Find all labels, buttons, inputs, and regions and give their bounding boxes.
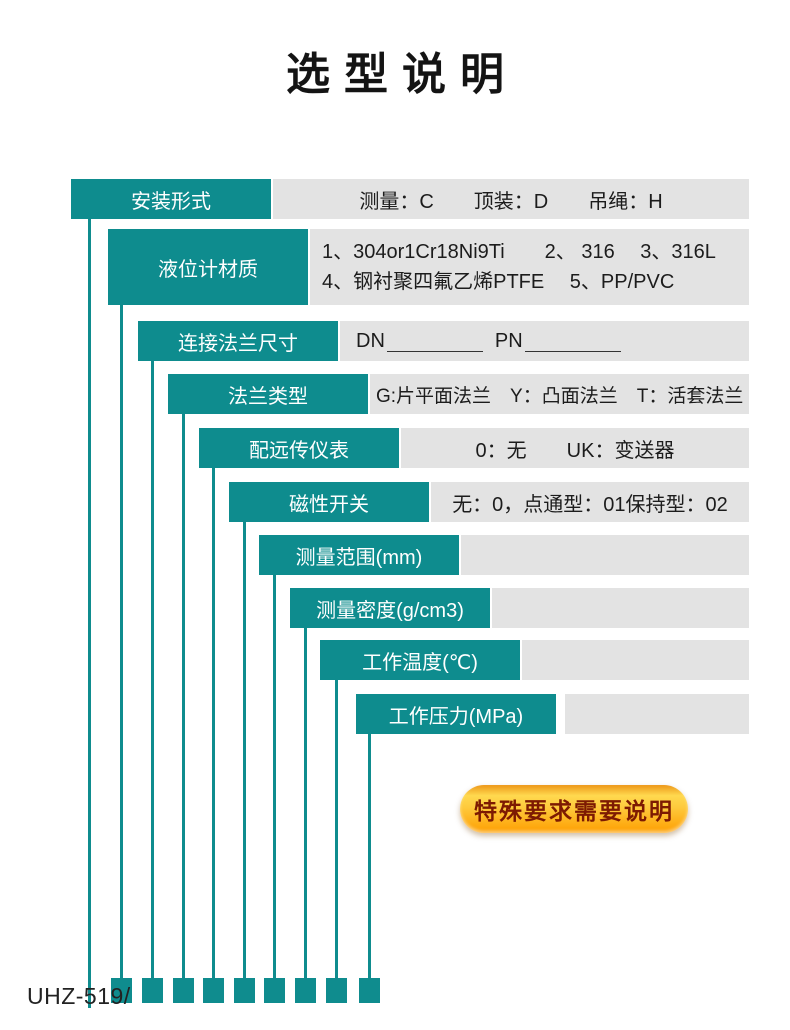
connector-line-measuring-range [273,575,276,978]
code-slot-square [142,978,163,1003]
label-working-temperature: 工作温度(℃) [320,640,520,680]
desc-remote-transmitter: 0：无 UK：变送器 [401,428,749,468]
desc-gauge-material: 1、304or1Cr18Ni9Ti 2、 316 3、316L 4、钢衬聚四氟乙… [310,229,749,305]
pn-blank-line [524,331,621,352]
desc-gauge-material-line1: 1、304or1Cr18Ni9Ti 2、 316 3、316L [322,241,716,263]
label-gauge-material: 液位计材质 [108,229,308,305]
desc-gauge-material-line2: 4、钢衬聚四氟乙烯PTFE 5、PP/PVC [322,271,675,293]
label-flange-size: 连接法兰尺寸 [138,321,338,361]
code-slot-square [264,978,285,1003]
desc-measuring-range [461,535,749,575]
code-slot-square [234,978,255,1003]
model-prefix-label: UHZ-519/ [27,983,131,1009]
dn-label: DN [356,329,385,352]
code-slot-square [111,978,132,1003]
dn-blank-line [386,331,483,352]
desc-mounting-type: 测量：C 顶装：D 吊绳：H [273,179,749,219]
desc-working-temperature [522,640,749,680]
desc-working-pressure [565,694,749,734]
special-note-button[interactable]: 特殊要求需要说明 [460,785,688,833]
code-slot-square [173,978,194,1003]
desc-flange-type: G:片平面法兰 Y：凸面法兰 T：活套法兰 [370,374,749,414]
connector-line-magnetic-switch [243,522,246,978]
code-slot-square [326,978,347,1003]
connector-line-measuring-density [304,628,307,978]
desc-magnetic-switch: 无：0，点通型：01保持型：02 [431,482,749,522]
connector-line-working-temperature [335,680,338,978]
connector-line-remote-transmitter [212,468,215,978]
pn-label: PN [494,329,523,352]
desc-flange-size: DN PN [340,321,749,361]
label-working-pressure: 工作压力(MPa) [356,694,556,734]
label-mounting-type: 安装形式 [71,179,271,219]
connector-line-flange-type [182,414,185,978]
page-title: 选型说明 [286,50,518,99]
label-remote-transmitter: 配远传仪表 [199,428,399,468]
connector-line-working-pressure [368,734,371,978]
label-measuring-density: 测量密度(g/cm3) [290,588,490,628]
connector-line-flange-size [151,361,154,978]
desc-measuring-density [492,588,749,628]
connector-line-gauge-material [120,305,123,978]
code-slot-square [203,978,224,1003]
label-magnetic-switch: 磁性开关 [229,482,429,522]
code-slot-square [359,978,380,1003]
label-flange-type: 法兰类型 [168,374,368,414]
connector-line-mounting-type [88,219,91,1008]
label-measuring-range: 测量范围(mm) [259,535,459,575]
code-slot-square [295,978,316,1003]
